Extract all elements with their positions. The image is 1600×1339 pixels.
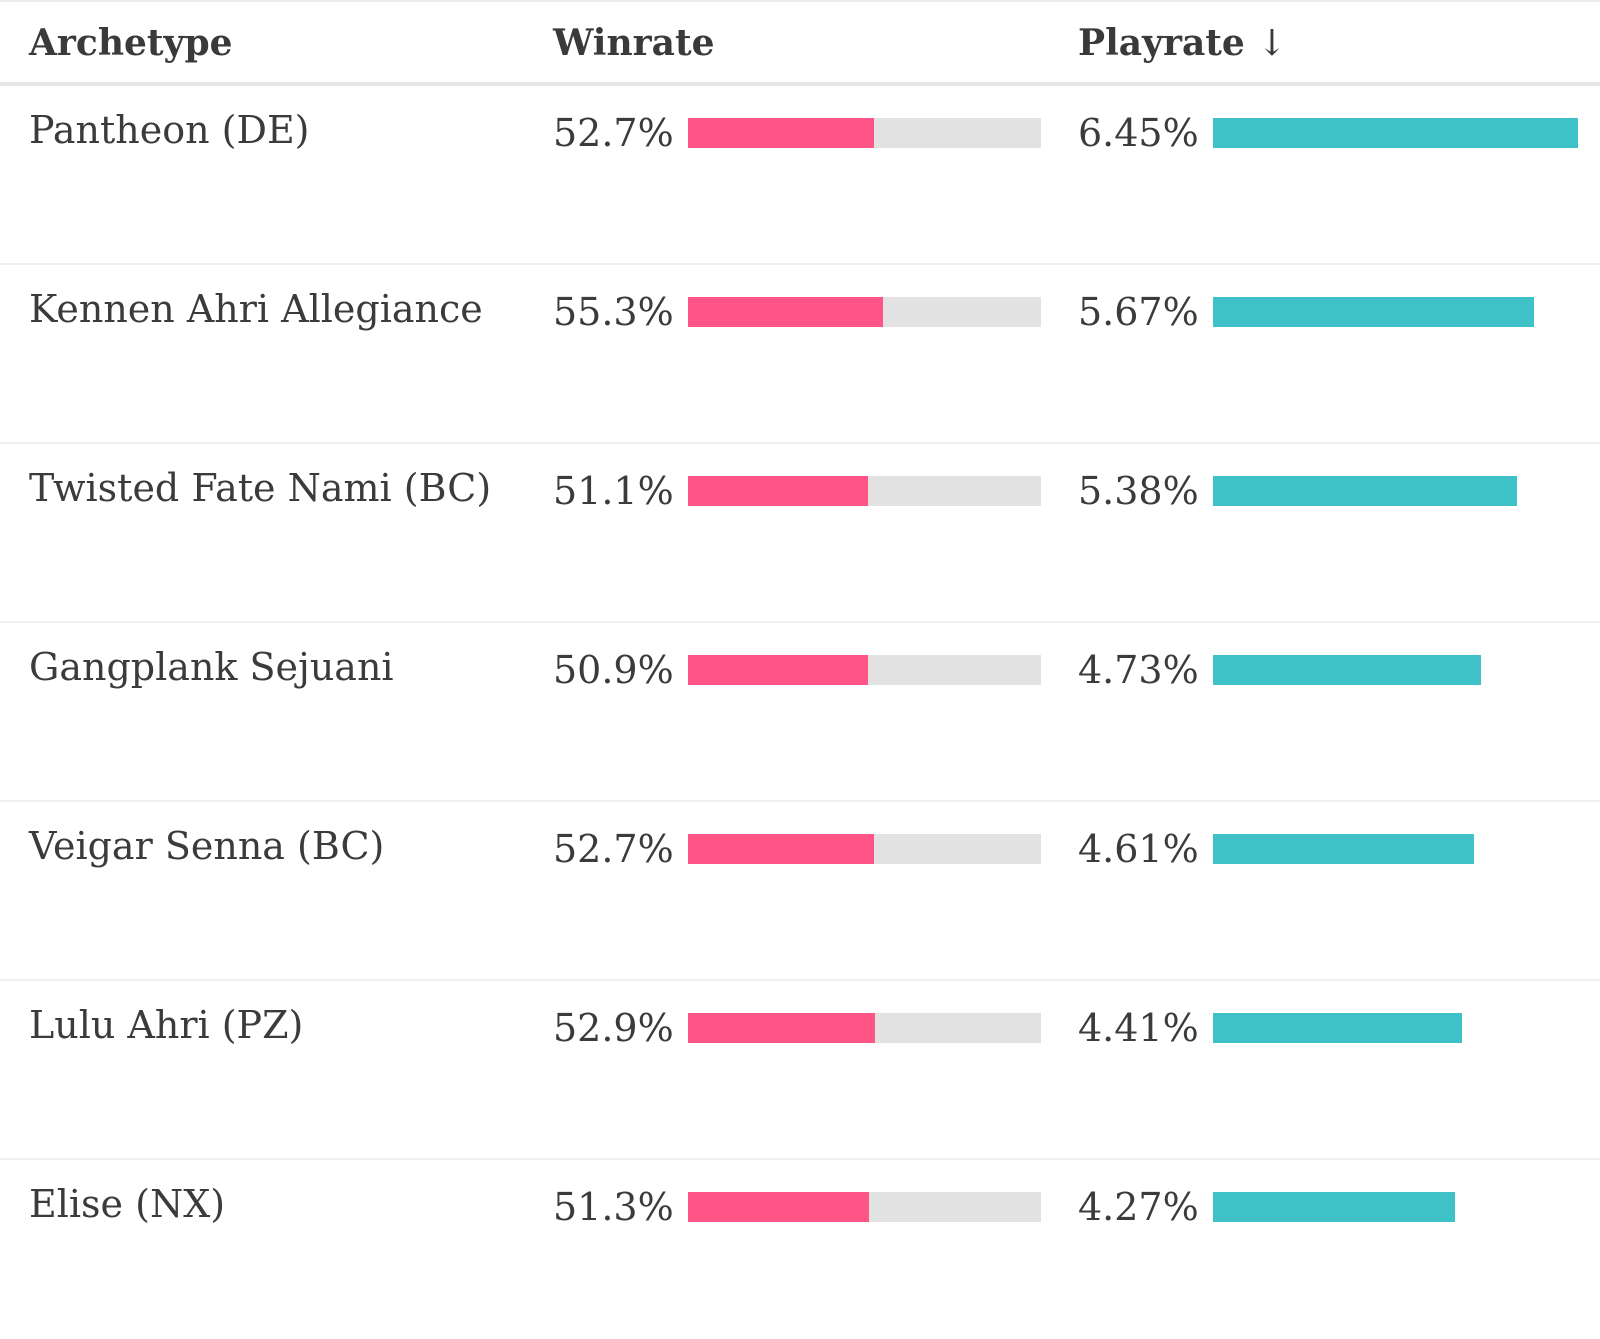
winrate-bar-fill	[687, 118, 874, 148]
winrate-bar-fill	[687, 655, 868, 685]
column-header-winrate[interactable]: Winrate	[553, 22, 714, 64]
playrate-cell: 6.45%	[1078, 108, 1578, 158]
table-row: Kennen Ahri Allegiance 55.3% 5.67%	[0, 265, 1600, 444]
winrate-value: 51.1%	[553, 469, 674, 513]
winrate-value: 51.3%	[553, 1185, 674, 1229]
playrate-value: 5.67%	[1078, 290, 1199, 334]
winrate-bar-track	[687, 297, 1041, 327]
winrate-value: 50.9%	[553, 648, 674, 692]
winrate-value: 52.7%	[553, 827, 674, 871]
winrate-bar-fill	[687, 476, 869, 506]
playrate-bar-fill	[1212, 834, 1474, 864]
winrate-cell: 51.1%	[553, 466, 1041, 516]
playrate-cell: 5.67%	[1078, 287, 1578, 337]
table-row: Veigar Senna (BC) 52.7% 4.61%	[0, 802, 1600, 981]
playrate-bar-area	[1212, 118, 1578, 148]
playrate-header-label: Playrate	[1078, 22, 1245, 64]
playrate-cell: 4.73%	[1078, 645, 1578, 695]
playrate-value: 4.41%	[1078, 1006, 1199, 1050]
playrate-bar-fill	[1212, 476, 1518, 506]
winrate-value: 52.7%	[553, 111, 674, 155]
archetype-name: Pantheon (DE)	[29, 108, 310, 152]
playrate-bar-fill	[1212, 1013, 1463, 1043]
table-row: Gangplank Sejuani 50.9% 4.73%	[0, 623, 1600, 802]
table-row: Elise (NX) 51.3% 4.27%	[0, 1160, 1600, 1339]
archetype-name: Lulu Ahri (PZ)	[29, 1003, 304, 1047]
playrate-bar-area	[1212, 655, 1578, 685]
winrate-header-label: Winrate	[553, 22, 715, 64]
playrate-cell: 4.61%	[1078, 824, 1578, 874]
archetype-name: Kennen Ahri Allegiance	[29, 287, 483, 331]
playrate-value: 4.27%	[1078, 1185, 1199, 1229]
winrate-bar-fill	[687, 834, 874, 864]
playrate-bar-fill	[1212, 297, 1534, 327]
winrate-bar-fill	[687, 297, 884, 327]
playrate-bar-area	[1212, 1013, 1578, 1043]
playrate-value: 5.38%	[1078, 469, 1199, 513]
winrate-cell: 51.3%	[553, 1182, 1041, 1232]
playrate-bar-fill	[1212, 118, 1578, 148]
winrate-bar-track	[687, 1013, 1041, 1043]
winrate-bar-track	[687, 655, 1041, 685]
archetype-header-label: Archetype	[29, 22, 233, 64]
top-rule	[0, 0, 1600, 2]
playrate-cell: 4.27%	[1078, 1182, 1578, 1232]
winrate-bar-fill	[687, 1192, 869, 1222]
winrate-bar-track	[687, 834, 1041, 864]
playrate-bar-area	[1212, 1192, 1578, 1222]
column-header-archetype[interactable]: Archetype	[29, 22, 233, 64]
playrate-cell: 4.41%	[1078, 1003, 1578, 1053]
winrate-cell: 52.9%	[553, 1003, 1041, 1053]
playrate-value: 4.61%	[1078, 827, 1199, 871]
table-row: Pantheon (DE) 52.7% 6.45%	[0, 86, 1600, 265]
playrate-bar-fill	[1212, 1192, 1455, 1222]
winrate-bar-fill	[687, 1013, 875, 1043]
winrate-bar-track	[687, 118, 1041, 148]
playrate-bar-area	[1212, 834, 1578, 864]
winrate-bar-track	[687, 1192, 1041, 1222]
archetype-name: Elise (NX)	[29, 1182, 226, 1226]
playrate-value: 4.73%	[1078, 648, 1199, 692]
table-row: Lulu Ahri (PZ) 52.9% 4.41%	[0, 981, 1600, 1160]
table-header: Archetype Winrate Playrate ↓	[0, 2, 1600, 86]
winrate-cell: 52.7%	[553, 824, 1041, 874]
archetype-name: Veigar Senna (BC)	[29, 824, 385, 868]
table-row: Twisted Fate Nami (BC) 51.1% 5.38%	[0, 444, 1600, 623]
winrate-cell: 55.3%	[553, 287, 1041, 337]
archetype-name: Twisted Fate Nami (BC)	[29, 466, 492, 510]
winrate-value: 55.3%	[553, 290, 674, 334]
archetype-name: Gangplank Sejuani	[29, 645, 394, 689]
playrate-cell: 5.38%	[1078, 466, 1578, 516]
winrate-bar-track	[687, 476, 1041, 506]
column-header-playrate[interactable]: Playrate ↓	[1078, 22, 1287, 64]
playrate-bar-area	[1212, 476, 1578, 506]
winrate-value: 52.9%	[553, 1006, 674, 1050]
winrate-cell: 52.7%	[553, 108, 1041, 158]
winrate-cell: 50.9%	[553, 645, 1041, 695]
playrate-bar-area	[1212, 297, 1578, 327]
playrate-bar-fill	[1212, 655, 1481, 685]
table-body: Pantheon (DE) 52.7% 6.45% Kennen Ahri Alleg…	[0, 86, 1600, 1339]
sort-descending-icon: ↓	[1256, 23, 1287, 64]
playrate-value: 6.45%	[1078, 111, 1199, 155]
